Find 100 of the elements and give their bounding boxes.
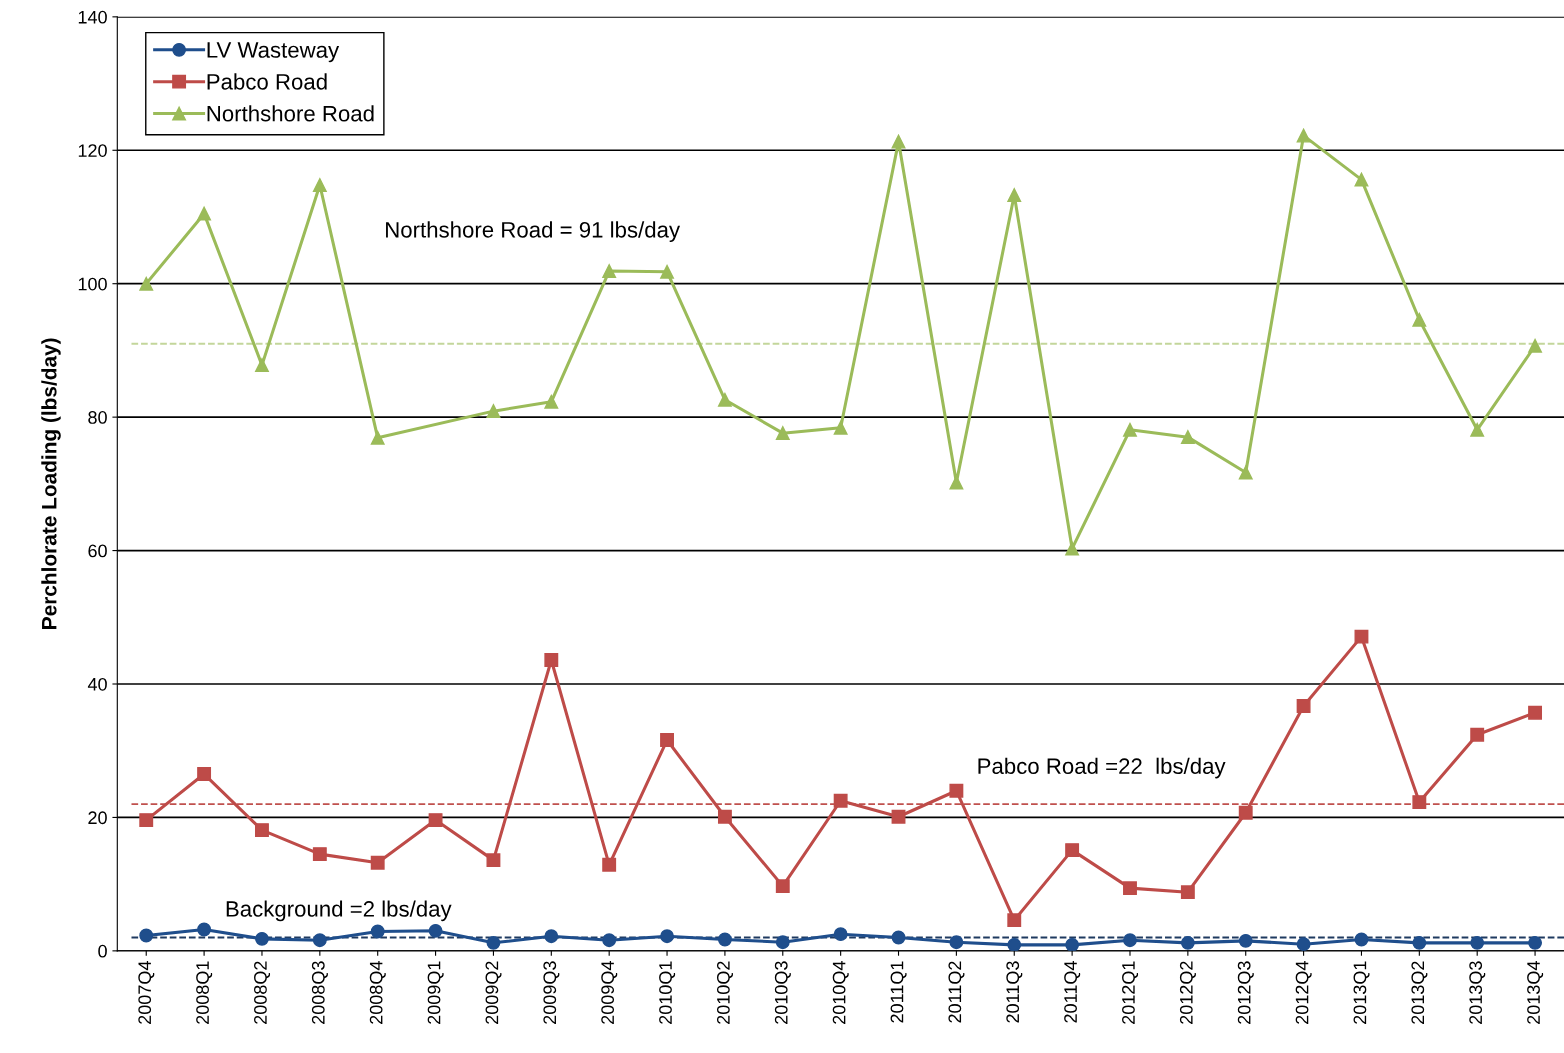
x-tick-label: 2010Q1 <box>659 961 676 1024</box>
point <box>1007 937 1022 951</box>
point <box>197 767 212 782</box>
point <box>1180 885 1195 900</box>
point <box>1470 727 1485 742</box>
point <box>891 930 906 945</box>
x-tick-label: 2013Q4 <box>1527 961 1544 1024</box>
y-axis-title: Perchlorate Loading (lbs/day) <box>41 338 61 629</box>
x-tick-label: 2013Q3 <box>1469 961 1486 1024</box>
point <box>139 813 154 828</box>
point <box>602 264 617 278</box>
x-tick-label: 2011Q4 <box>1064 961 1081 1023</box>
annotation: Northshore Road = 91 lbs/day <box>386 221 681 243</box>
point <box>312 933 327 948</box>
x-tick-label: 2008Q2 <box>254 961 271 1024</box>
point <box>255 358 269 373</box>
legend-label: Pabco Road <box>207 73 327 90</box>
x-tick-label: 2008Q4 <box>369 961 386 1024</box>
x-tick-label: 2010Q2 <box>716 961 733 1024</box>
point <box>1412 935 1427 950</box>
point <box>197 922 212 937</box>
point <box>775 879 790 894</box>
x-tick-label: 2012Q4 <box>1295 961 1312 1024</box>
point <box>1412 312 1427 327</box>
point <box>833 927 848 942</box>
point <box>717 809 732 824</box>
x-tick-label: 2009Q1 <box>427 961 444 1024</box>
point <box>833 793 848 808</box>
point <box>775 426 790 441</box>
x-tick-label: 2011Q3 <box>1006 961 1023 1023</box>
point <box>544 929 559 944</box>
legend-label: LV Wasteway <box>207 42 340 63</box>
point <box>544 394 559 409</box>
point <box>370 924 385 939</box>
point <box>1296 699 1311 713</box>
y-tick-label: 80 <box>88 411 107 424</box>
point <box>949 783 964 798</box>
point <box>486 404 501 419</box>
y-tick-label: 60 <box>88 544 107 558</box>
x-tick-label: 2009Q3 <box>543 961 560 1024</box>
point <box>1065 843 1080 858</box>
point <box>370 855 385 870</box>
point <box>833 420 848 435</box>
point <box>1296 937 1311 951</box>
point <box>1065 541 1080 556</box>
x-tick-label: 2009Q4 <box>601 961 618 1024</box>
x-tick-label: 2008Q1 <box>196 961 213 1024</box>
point <box>486 935 501 950</box>
y-tick-label: 140 <box>78 10 107 24</box>
point <box>486 853 501 868</box>
point <box>544 653 559 667</box>
point <box>428 813 443 828</box>
point <box>1180 430 1195 445</box>
point <box>1354 172 1369 187</box>
point <box>1296 128 1311 143</box>
point <box>1180 935 1195 950</box>
point <box>1123 422 1137 437</box>
point <box>891 134 906 149</box>
point <box>370 430 385 445</box>
point <box>1238 933 1253 948</box>
point <box>660 929 674 944</box>
x-tick-label: 2008Q3 <box>311 961 328 1024</box>
point <box>1470 422 1485 437</box>
point <box>717 932 732 947</box>
point <box>602 857 617 872</box>
point <box>1123 881 1137 896</box>
point <box>602 933 617 948</box>
x-tick-label: 2013Q2 <box>1411 961 1428 1024</box>
point <box>1065 937 1080 951</box>
y-tick-label: 0 <box>98 944 107 958</box>
x-tick-label: 2010Q4 <box>832 961 849 1024</box>
point <box>1123 933 1137 948</box>
point <box>255 931 269 946</box>
x-tick-label: 2012Q3 <box>1237 961 1254 1024</box>
point <box>1528 705 1543 720</box>
point <box>717 392 732 407</box>
x-tick-label: 2011Q2 <box>948 961 965 1023</box>
y-tick-label: 40 <box>87 677 107 691</box>
point <box>1354 629 1369 644</box>
x-tick-label: 2012Q2 <box>1179 961 1196 1024</box>
point <box>891 809 906 824</box>
ref-line-label: Pabco Road =22 lbs/day <box>978 757 1226 779</box>
point <box>1354 932 1369 947</box>
point <box>312 178 327 192</box>
x-tick-label: 2010Q3 <box>774 961 791 1024</box>
x-tick-label: 2012Q1 <box>1122 961 1139 1024</box>
point <box>197 206 212 221</box>
point <box>660 733 674 747</box>
point <box>1238 465 1253 480</box>
x-tick-label: 2009Q2 <box>485 961 502 1024</box>
point <box>775 935 790 950</box>
point <box>255 823 269 838</box>
legend-label: Northshore Road <box>207 105 374 122</box>
point <box>660 264 674 279</box>
point <box>1412 795 1427 810</box>
point <box>1007 913 1022 928</box>
point <box>1470 935 1485 950</box>
x-tick-label: 2013Q1 <box>1353 961 1370 1024</box>
point <box>949 935 964 950</box>
x-tick-label: 2007Q4 <box>138 961 155 1024</box>
